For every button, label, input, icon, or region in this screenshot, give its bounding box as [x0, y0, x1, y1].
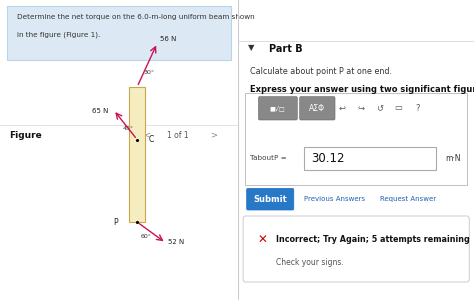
Text: 30°: 30° — [143, 70, 154, 74]
FancyBboxPatch shape — [7, 6, 231, 60]
Text: Request Answer: Request Answer — [380, 196, 436, 202]
Text: Check your signs.: Check your signs. — [276, 258, 344, 267]
Bar — [304, 147, 436, 170]
FancyBboxPatch shape — [246, 188, 294, 210]
Text: 60°: 60° — [141, 235, 152, 239]
FancyBboxPatch shape — [300, 97, 335, 120]
Text: ↪: ↪ — [357, 104, 365, 113]
Text: Part B: Part B — [269, 44, 303, 53]
Text: >: > — [210, 130, 217, 140]
FancyBboxPatch shape — [258, 97, 297, 120]
Text: ▼: ▼ — [248, 44, 255, 52]
Text: ↺: ↺ — [376, 104, 383, 113]
Text: 45°: 45° — [123, 127, 134, 131]
Text: Previous Answers: Previous Answers — [304, 196, 365, 202]
Text: ↩: ↩ — [338, 104, 346, 113]
FancyBboxPatch shape — [243, 216, 469, 282]
Text: ■√□: ■√□ — [270, 105, 286, 111]
FancyBboxPatch shape — [246, 93, 467, 184]
Text: m·N: m·N — [446, 154, 461, 163]
Text: ?: ? — [415, 104, 419, 113]
Text: 30.12: 30.12 — [311, 152, 345, 165]
Text: P: P — [113, 218, 118, 227]
Bar — [129, 87, 145, 222]
Text: Determine the net torque on the 6.0-m-long uniform beam shown: Determine the net torque on the 6.0-m-lo… — [17, 14, 255, 20]
Text: Calculate about point P at one end.: Calculate about point P at one end. — [250, 68, 392, 76]
Text: <: < — [143, 130, 150, 140]
Text: 1 of 1: 1 of 1 — [167, 130, 189, 140]
Text: 52 N: 52 N — [168, 239, 185, 245]
Text: 65 N: 65 N — [92, 108, 109, 114]
Text: ▭: ▭ — [395, 104, 402, 113]
Text: C: C — [148, 136, 154, 145]
Text: Submit: Submit — [253, 195, 287, 204]
Text: TaboutP =: TaboutP = — [250, 154, 287, 160]
Text: Express your answer using two significant figures.: Express your answer using two significan… — [250, 85, 474, 94]
Text: ✕: ✕ — [257, 233, 267, 247]
Text: Incorrect; Try Again; 5 attempts remaining: Incorrect; Try Again; 5 attempts remaini… — [276, 236, 470, 244]
Text: ΑΣΦ: ΑΣΦ — [310, 104, 325, 113]
Text: Figure: Figure — [9, 130, 42, 140]
Text: in the figure (Figure 1).: in the figure (Figure 1). — [17, 32, 100, 38]
Text: 56 N: 56 N — [160, 36, 176, 42]
